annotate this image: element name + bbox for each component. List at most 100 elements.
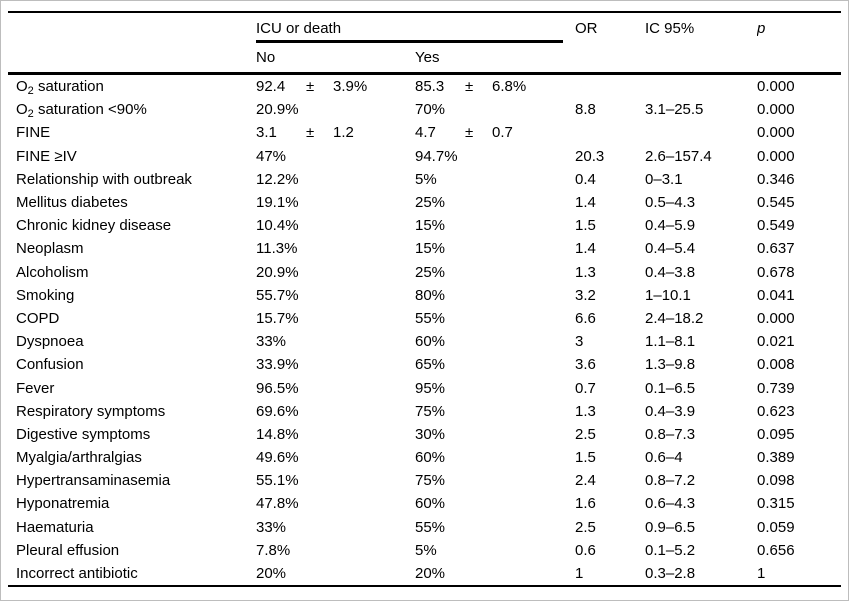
row-label-cell: Smoking [16, 286, 75, 304]
plus-minus-sign: ± [465, 124, 474, 142]
row-label-cell: Dyspnoea [16, 333, 84, 351]
p-cell: 0.000 [757, 78, 795, 96]
table-row: Confusion 33.9% 65% 3.6 1.3–9.8 0.008 [8, 353, 841, 376]
row-label-cell: Respiratory symptoms [16, 402, 166, 420]
yes-cell: 60% [415, 333, 446, 351]
table-row: O2 saturation <90% 20.9% 70% 8.8 3.1–25.5 0.0… [8, 98, 841, 121]
header-or: OR [575, 19, 598, 37]
yes-cell: 55% [415, 518, 446, 536]
yes-cell: 94.7% [415, 147, 458, 165]
yes-cell: 20% [415, 565, 446, 583]
header-row-group: ICU or death OR IC 95% p [8, 12, 841, 43]
ic95-cell: 3.1–25.5 [645, 101, 704, 119]
no-cell: 55.7% [256, 286, 299, 304]
yes-cell: 95% [415, 379, 446, 397]
ic95-cell: 0.1–6.5 [645, 379, 696, 397]
header-p: p [757, 19, 766, 37]
yes-cell: 5% [415, 541, 437, 559]
row-label-cell: Fever [16, 379, 55, 397]
p-cell: 0.315 [757, 495, 795, 513]
no-cell: 20% [256, 565, 287, 583]
p-cell: 0.021 [757, 333, 795, 351]
row-label-cell: Confusion [16, 356, 84, 374]
sd-value: 0.7 [492, 124, 513, 142]
plus-minus-sign: ± [306, 78, 315, 96]
yes-cell: 15% [415, 217, 446, 235]
table-row: COPD 15.7% 55% 6.6 2.4–18.2 0.000 [8, 307, 841, 330]
no-cell: 15.7% [256, 309, 299, 327]
or-cell: 0.4 [575, 170, 596, 188]
no-cell: 7.8% [256, 541, 291, 559]
p-cell: 0.545 [757, 194, 795, 212]
table-row: FINE ≥IV 47% 94.7% 20.3 2.6–157.4 0.000 [8, 145, 841, 168]
header-spacer [645, 43, 758, 75]
yes-cell: 75% [415, 472, 446, 490]
ic95-cell: 0.4–5.4 [645, 240, 696, 258]
no-cell: 19.1% [256, 194, 299, 212]
subscript: 2 [27, 85, 34, 98]
yes-cell: 70% [415, 101, 446, 119]
table-row: Digestive symptoms 14.8% 30% 2.5 0.8–7.3 0.09… [8, 423, 841, 446]
no-cell: 11.3% [256, 240, 298, 258]
or-cell: 6.6 [575, 309, 596, 327]
yes-cell: 30% [415, 425, 446, 443]
yes-cell: 25% [415, 194, 446, 212]
table-row: Incorrect antibiotic 20% 20% 1 0.3–2.8 1 [8, 562, 841, 586]
table-row: Chronic kidney disease 10.4% 15% 1.5 0.4–5.9… [8, 214, 841, 237]
row-label-cell: O2 saturation <90% [16, 101, 147, 121]
p-cell: 0.059 [757, 518, 795, 536]
header-ic95: IC 95% [645, 19, 695, 37]
no-cell: 14.8% [256, 425, 299, 443]
table-row: Alcoholism 20.9% 25% 1.3 0.4–3.8 0.678 [8, 261, 841, 284]
p-cell: 0.346 [757, 170, 795, 188]
yes-cell: 60% [415, 495, 446, 513]
p-cell: 0.678 [757, 263, 795, 281]
row-label-cell: Chronic kidney disease [16, 217, 172, 235]
yes-cell: 5% [415, 170, 437, 188]
row-label-cell: COPD [16, 309, 60, 327]
yes-cell: 55% [415, 309, 446, 327]
p-cell: 0.739 [757, 379, 795, 397]
or-cell: 1.4 [575, 240, 596, 258]
or-cell: 3.6 [575, 356, 596, 374]
yes-cell: 25% [415, 263, 446, 281]
or-cell [575, 121, 645, 144]
or-cell: 1.5 [575, 217, 596, 235]
p-cell: 0.549 [757, 217, 795, 235]
yes-cell: 15% [415, 240, 446, 258]
no-cell: 33.9% [256, 356, 299, 374]
or-cell: 1 [575, 565, 584, 583]
ic95-cell: 1.1–8.1 [645, 333, 696, 351]
ic95-cell: 2.6–157.4 [645, 147, 712, 165]
or-cell: 3.2 [575, 286, 596, 304]
yes-cell: 60% [415, 449, 446, 467]
mean-value: 3.1 [256, 124, 277, 142]
row-label-cell: Digestive symptoms [16, 425, 151, 443]
table-row: Neoplasm 11.3% 15% 1.4 0.4–5.4 0.637 [8, 237, 841, 260]
no-cell: 12.2% [256, 170, 299, 188]
no-cell: 3.1 ±1.2 [256, 121, 415, 144]
no-cell: 92.4 ±3.9% [256, 74, 415, 99]
table-row: Mellitus diabetes 19.1% 25% 1.4 0.5–4.3 0.545 [8, 191, 841, 214]
subscript: 2 [27, 108, 34, 121]
yes-cell: 80% [415, 286, 446, 304]
header-no: No [256, 43, 415, 75]
or-cell: 1.4 [575, 194, 596, 212]
no-cell: 10.4% [256, 217, 299, 235]
yes-cell: 75% [415, 402, 446, 420]
no-cell: 33% [256, 333, 287, 351]
row-label-cell: Alcoholism [16, 263, 89, 281]
row-label-cell: Relationship with outbreak [16, 170, 192, 188]
ic95-cell: 0.4–3.8 [645, 263, 696, 281]
row-label-cell: Hypertransaminasemia [16, 472, 171, 490]
p-cell: 0.000 [757, 309, 795, 327]
ic95-cell: 0.1–5.2 [645, 541, 696, 559]
header-yes: Yes [415, 43, 576, 75]
p-cell: 0.000 [757, 101, 795, 119]
mean-value: 85.3 [415, 78, 445, 96]
no-cell: 55.1% [256, 472, 299, 490]
ic95-cell: 0.9–6.5 [645, 518, 696, 536]
p-cell: 0.041 [757, 286, 795, 304]
or-cell: 2.5 [575, 425, 596, 443]
